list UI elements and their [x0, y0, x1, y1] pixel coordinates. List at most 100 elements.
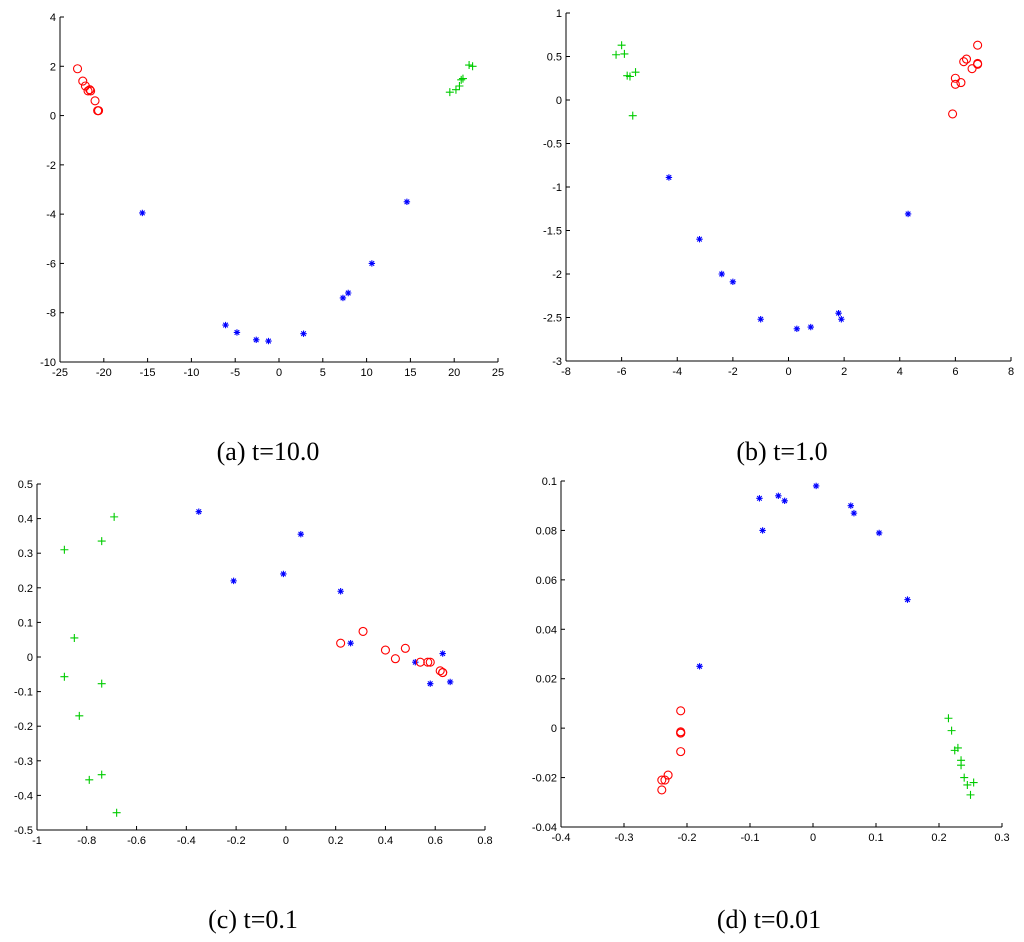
y-tick-label: -0.04 — [532, 822, 557, 834]
plus-point — [112, 808, 121, 817]
circle-point — [973, 58, 983, 69]
plus-point — [465, 61, 474, 70]
plus-point — [625, 72, 634, 81]
plus-point — [70, 633, 79, 642]
x-tick-label: 0.6 — [428, 835, 443, 847]
star-point — [446, 678, 454, 686]
star-point — [904, 210, 912, 218]
circle-point — [967, 64, 977, 74]
star-point — [807, 323, 814, 331]
y-tick-label: 0.5 — [547, 52, 562, 64]
circle-point — [85, 85, 95, 95]
circle-point — [676, 728, 686, 738]
star-point — [665, 174, 673, 181]
x-tick-label: 0.2 — [328, 835, 343, 847]
plus-point — [612, 50, 621, 59]
x-tick-label: -15 — [140, 367, 156, 379]
y-tick-label: 0.4 — [18, 514, 33, 526]
x-tick-label: 10 — [360, 367, 372, 379]
plus-point — [969, 778, 978, 787]
x-tick-label: 25 — [492, 367, 504, 379]
circle-point — [435, 666, 445, 676]
star-point — [280, 570, 287, 578]
star-point — [139, 209, 146, 217]
plus-point — [966, 790, 975, 799]
x-tick-label: 2 — [841, 366, 847, 378]
y-tick-label: -2 — [552, 269, 562, 281]
circle-point — [663, 770, 673, 780]
star-point — [904, 596, 911, 603]
plus-point — [97, 679, 106, 688]
x-tick-label: 0.8 — [477, 835, 492, 847]
y-tick-label: -0.1 — [14, 687, 33, 699]
circle-point — [950, 79, 960, 89]
x-tick-label: 0.3 — [994, 832, 1009, 844]
circle-point — [425, 657, 435, 667]
circle-point — [400, 643, 410, 653]
x-tick-label: -4 — [672, 366, 682, 378]
star-point — [297, 530, 305, 538]
y-tick-label: -3 — [552, 356, 562, 368]
plus-point — [97, 537, 106, 546]
y-tick-label: 0.1 — [542, 476, 557, 488]
circle-point — [959, 57, 969, 67]
plus-point — [617, 41, 626, 50]
x-tick-label: 0 — [785, 366, 791, 378]
plus-point — [963, 780, 972, 789]
star-point — [230, 577, 237, 585]
x-tick-label: -1 — [32, 835, 42, 847]
circle-point — [423, 657, 433, 667]
y-tick-label: -0.5 — [543, 139, 562, 151]
plus-point — [631, 68, 640, 77]
star-point — [427, 680, 434, 687]
y-tick-label: 0.04 — [536, 624, 557, 636]
x-tick-label: -0.2 — [227, 835, 246, 847]
circle-point — [86, 86, 96, 96]
plus-point — [60, 672, 69, 681]
star-point — [300, 330, 307, 337]
x-tick-label: -2 — [728, 366, 738, 378]
star-point — [412, 658, 419, 666]
star-point — [781, 497, 788, 504]
x-tick-label: -0.6 — [127, 835, 146, 847]
x-tick-label: 0.1 — [868, 832, 883, 844]
circle-point — [358, 626, 368, 636]
panel-b: -8 -6 -4 -2 0 2 4 6 8 -3 -2.5 -2 -1.5 -1 -0.5 0 0.5 1 — [543, 8, 1014, 378]
x-tick-label: 15 — [404, 367, 416, 379]
x-tick-label: -0.8 — [77, 835, 96, 847]
star-point — [835, 309, 842, 317]
circle-point — [657, 775, 667, 785]
plus-point — [110, 512, 119, 521]
y-tick-label: 1 — [556, 8, 562, 20]
x-tick-label: 20 — [448, 367, 460, 379]
caption-d: (d) t=0.01 — [717, 905, 821, 934]
circle-point — [948, 109, 958, 119]
x-tick-label: -5 — [230, 367, 240, 379]
x-tick-label: 0.4 — [378, 835, 393, 847]
x-tick-label: 5 — [320, 367, 326, 379]
circle-point — [390, 654, 400, 664]
plus-point — [85, 775, 94, 784]
x-tick-label: -0.2 — [678, 832, 697, 844]
y-tick-label: 0 — [551, 723, 557, 735]
x-tick-label: -8 — [561, 366, 571, 378]
y-tick-label: -4 — [46, 209, 56, 221]
plus-point — [97, 770, 106, 779]
star-point — [696, 236, 703, 243]
star-point — [850, 509, 858, 517]
circle-point — [676, 747, 686, 757]
plus-point — [455, 82, 464, 90]
star-point — [729, 278, 737, 286]
y-tick-label: -0.2 — [14, 721, 33, 733]
star-point — [838, 316, 845, 323]
circle-point — [83, 86, 93, 96]
y-tick-label: 0.06 — [536, 575, 557, 587]
star-point — [265, 337, 272, 345]
x-tick-label: 0 — [810, 832, 816, 844]
y-tick-label: 0 — [556, 95, 562, 107]
y-tick-label: 0 — [27, 652, 33, 664]
star-point — [847, 502, 854, 509]
star-point — [439, 650, 446, 657]
panel-d: -0.4 -0.3 -0.2 -0.1 0 0.1 0.2 0.3 -0.04 -0.02 0 0.0… — [532, 476, 1010, 844]
star-point — [345, 289, 352, 297]
